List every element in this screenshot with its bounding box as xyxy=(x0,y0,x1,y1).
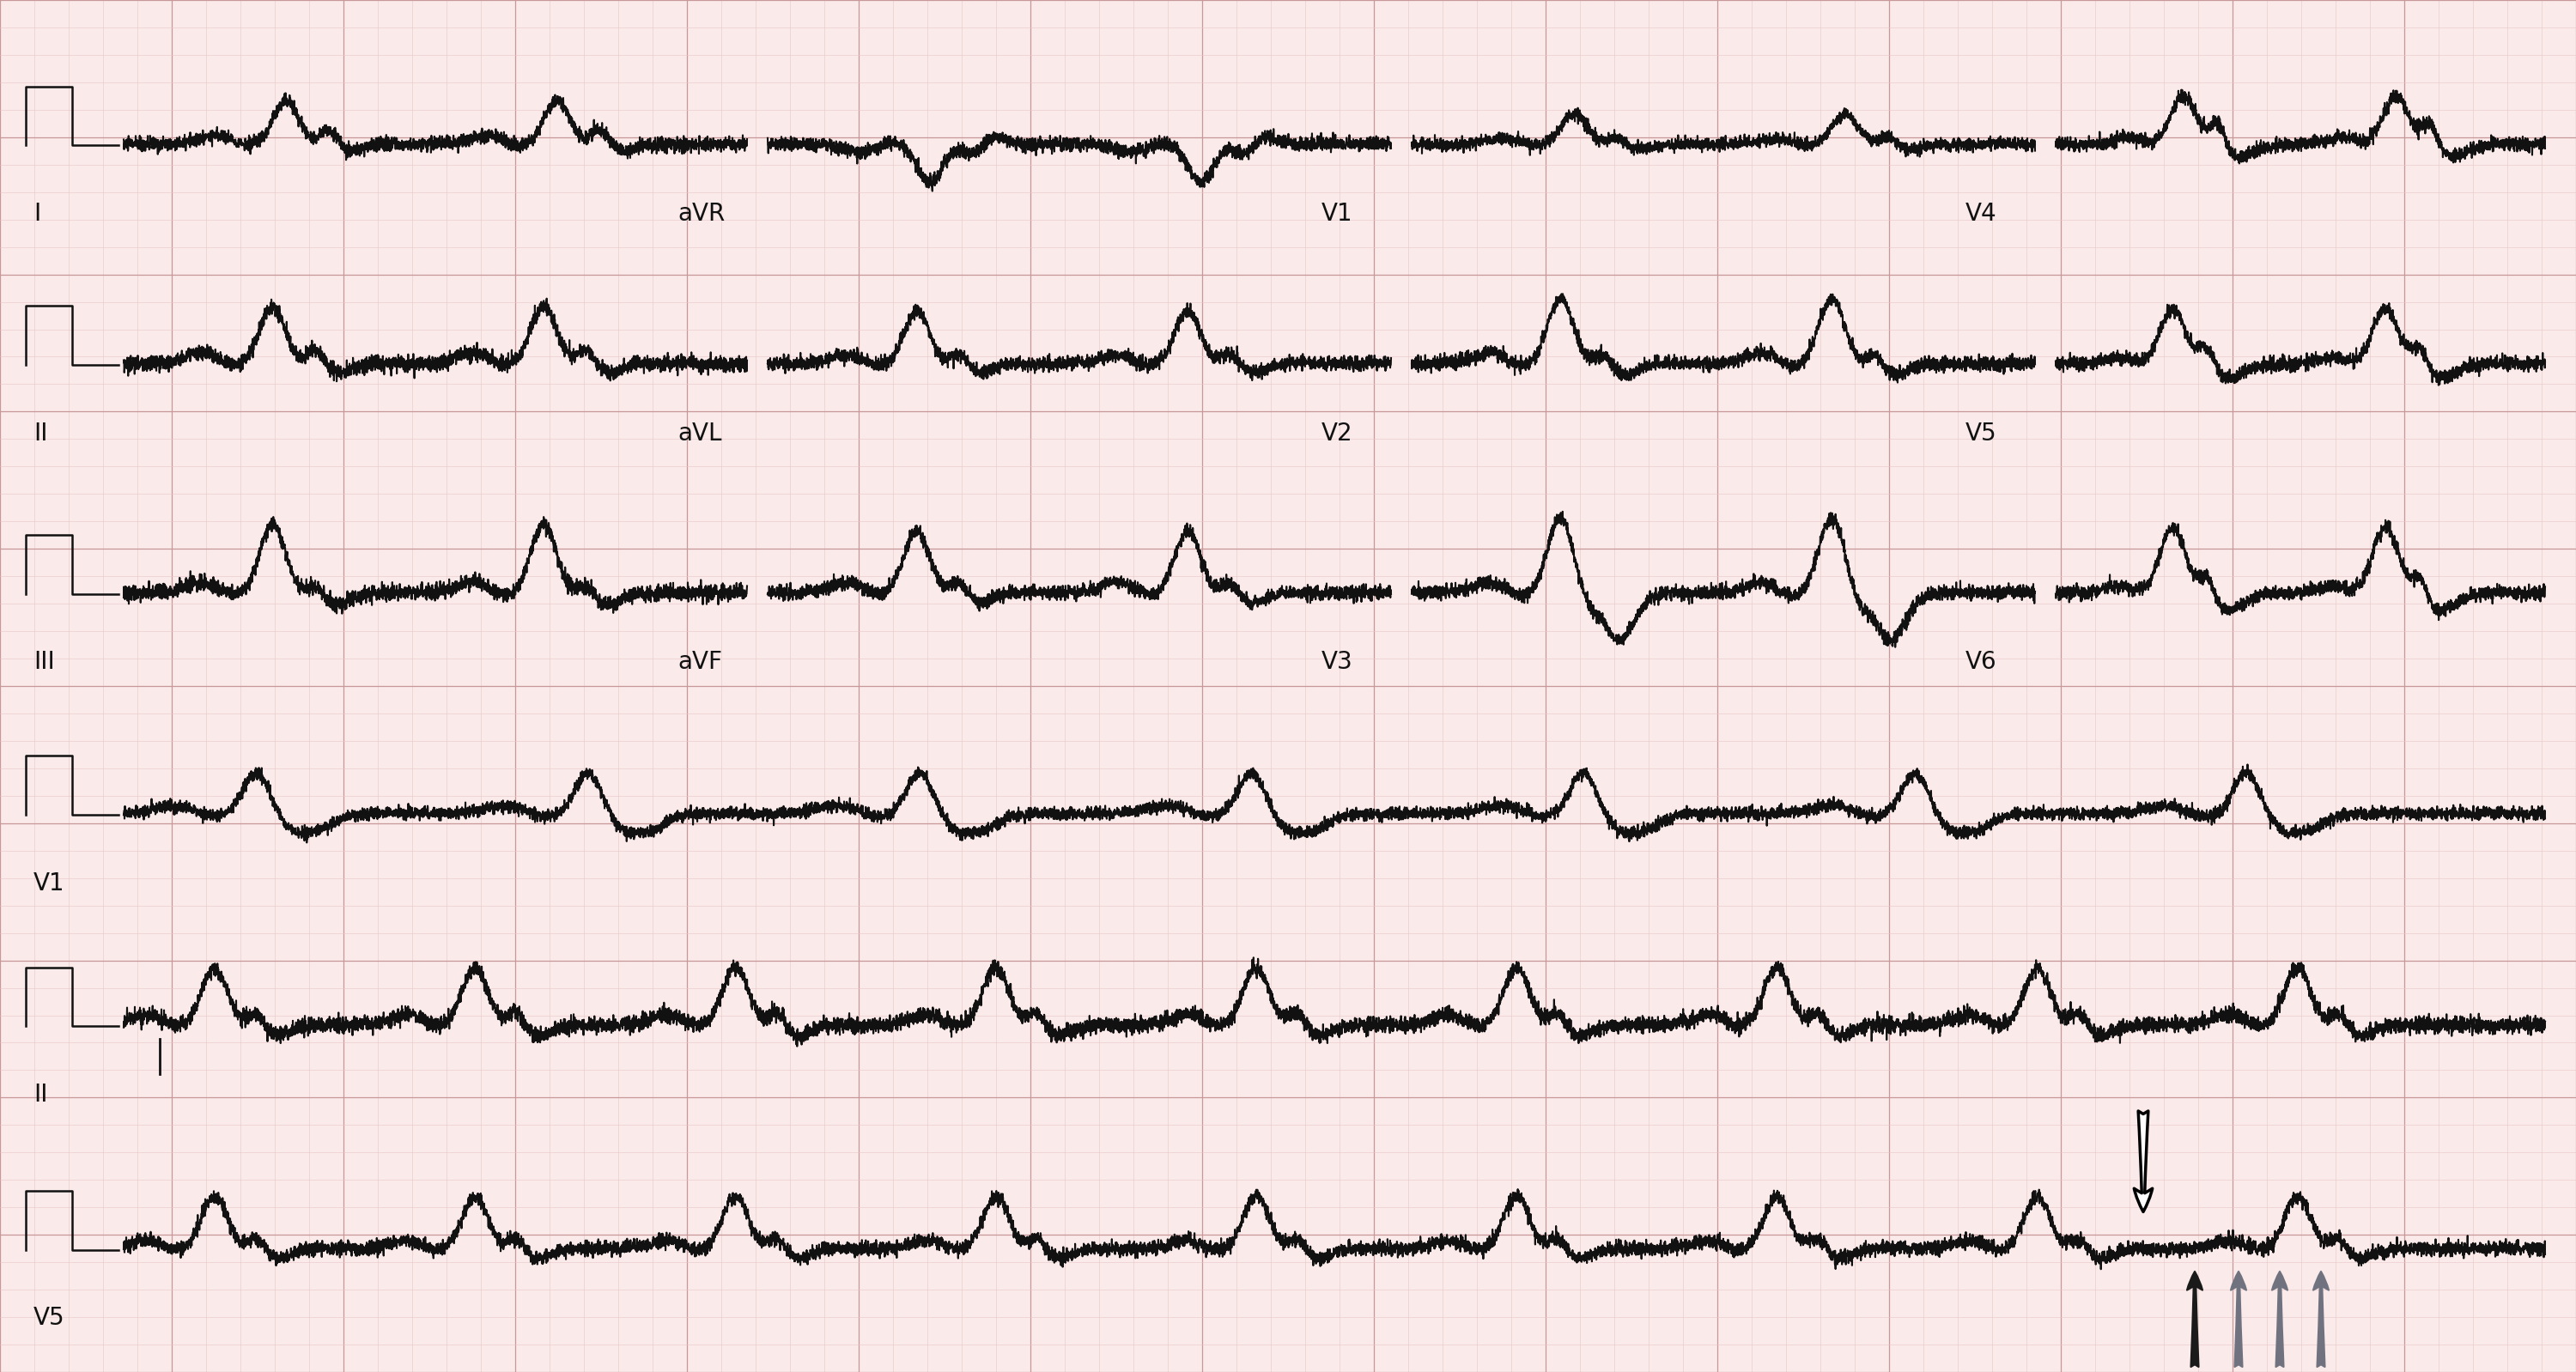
Text: V1: V1 xyxy=(33,871,64,896)
Text: aVF: aVF xyxy=(677,650,721,675)
Text: V2: V2 xyxy=(1321,421,1352,446)
Text: aVR: aVR xyxy=(677,202,724,226)
Text: V4: V4 xyxy=(1965,202,1996,226)
Text: II: II xyxy=(33,1083,46,1107)
Text: V1: V1 xyxy=(1321,202,1352,226)
Text: aVL: aVL xyxy=(677,421,721,446)
Text: V3: V3 xyxy=(1321,650,1352,675)
Text: II: II xyxy=(33,421,46,446)
Text: I: I xyxy=(33,202,41,226)
Text: III: III xyxy=(33,650,54,675)
Text: V5: V5 xyxy=(1965,421,1996,446)
Text: V6: V6 xyxy=(1965,650,1996,675)
Text: V5: V5 xyxy=(33,1306,64,1331)
